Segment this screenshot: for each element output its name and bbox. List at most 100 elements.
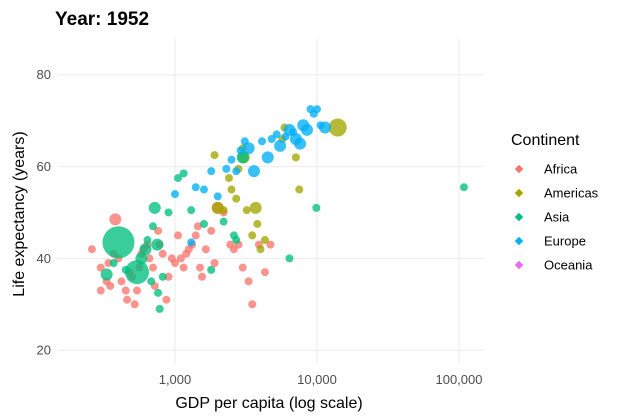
data-point	[285, 254, 294, 263]
data-point	[242, 142, 255, 155]
data-point	[143, 236, 152, 245]
data-point	[130, 300, 139, 309]
data-point	[260, 268, 269, 277]
data-point	[247, 165, 260, 178]
legend: Continent Africa Americas Asia Europe Oceani…	[511, 132, 599, 273]
data-point	[219, 206, 228, 215]
data-point	[191, 231, 200, 240]
grid	[58, 38, 484, 364]
data-point	[224, 174, 233, 183]
data-point	[256, 245, 265, 254]
y-tick-label: 40	[37, 251, 51, 266]
data-point	[219, 217, 228, 226]
data-point	[123, 295, 132, 304]
data-point	[121, 286, 130, 295]
data-point	[96, 263, 105, 272]
data-point	[227, 185, 236, 194]
series-europe	[170, 105, 332, 247]
legend-label: Oceania	[544, 258, 593, 273]
data-point	[170, 258, 179, 267]
data-point	[151, 238, 164, 251]
data-point	[207, 226, 216, 235]
data-point	[135, 252, 148, 265]
legend-item-oceania: Oceania	[514, 258, 593, 273]
chart-title: Year: 1952	[55, 9, 149, 30]
data-point	[145, 254, 154, 263]
data-point	[158, 272, 167, 281]
data-point	[249, 201, 262, 214]
data-point	[100, 268, 113, 281]
data-point	[174, 174, 183, 183]
data-point	[232, 194, 241, 203]
data-point	[227, 155, 236, 164]
data-point	[193, 222, 202, 231]
data-point	[155, 304, 164, 313]
data-point	[109, 258, 118, 267]
data-point	[106, 281, 115, 290]
legend-key	[514, 188, 524, 198]
data-point	[162, 295, 171, 304]
data-point	[207, 167, 216, 176]
data-point	[210, 151, 219, 160]
data-point	[291, 153, 300, 162]
data-point	[242, 206, 251, 215]
data-point	[132, 286, 141, 295]
data-point	[164, 272, 173, 281]
data-point	[300, 123, 313, 136]
data-point	[248, 300, 257, 309]
data-point	[210, 258, 219, 267]
data-point	[312, 203, 321, 212]
data-point	[87, 245, 96, 254]
data-point	[139, 243, 152, 256]
data-point	[154, 288, 163, 297]
data-point	[124, 260, 149, 285]
y-tick-label: 20	[37, 343, 51, 358]
data-point	[266, 240, 275, 249]
y-axis-title: Life expectancy (years)	[11, 131, 28, 296]
legend-item-asia: Asia	[514, 210, 570, 225]
data-point	[260, 236, 269, 245]
legend-key	[514, 212, 524, 222]
data-point	[274, 139, 287, 152]
data-point	[222, 164, 231, 173]
y-tick-label: 80	[37, 67, 51, 82]
data-point	[459, 183, 468, 192]
data-point	[176, 254, 185, 263]
x-axis-title: GDP per capita (log scale)	[175, 395, 362, 412]
data-point	[312, 105, 321, 114]
data-point	[154, 226, 163, 235]
legend-label: Asia	[544, 210, 570, 225]
data-point	[244, 277, 253, 286]
data-point	[102, 226, 135, 259]
data-point	[232, 167, 241, 176]
data-point	[328, 118, 347, 137]
data-point	[179, 263, 188, 272]
legend-label: Africa	[544, 162, 578, 177]
legend-item-americas: Americas	[514, 186, 599, 201]
data-point	[272, 130, 281, 139]
data-point	[238, 263, 247, 272]
x-tick-label: 1,000	[159, 372, 192, 387]
legend-label: Americas	[544, 186, 599, 201]
data-point	[213, 192, 222, 201]
data-point	[109, 213, 122, 226]
data-points	[87, 105, 468, 313]
data-point	[201, 245, 210, 254]
x-axis-ticks: 1,000 10,000 100,000	[159, 372, 483, 387]
data-point	[187, 238, 196, 247]
data-point	[148, 201, 161, 214]
data-point	[199, 185, 208, 194]
data-point	[295, 185, 304, 194]
x-tick-label: 10,000	[297, 372, 337, 387]
data-point	[248, 231, 257, 240]
data-point	[179, 169, 188, 178]
data-point	[148, 222, 157, 231]
legend-key	[514, 164, 524, 174]
x-tick-label: 100,000	[435, 372, 482, 387]
data-point	[258, 137, 267, 146]
data-point	[148, 263, 157, 272]
data-point	[170, 190, 179, 199]
data-point	[117, 277, 126, 286]
data-point	[207, 265, 216, 274]
